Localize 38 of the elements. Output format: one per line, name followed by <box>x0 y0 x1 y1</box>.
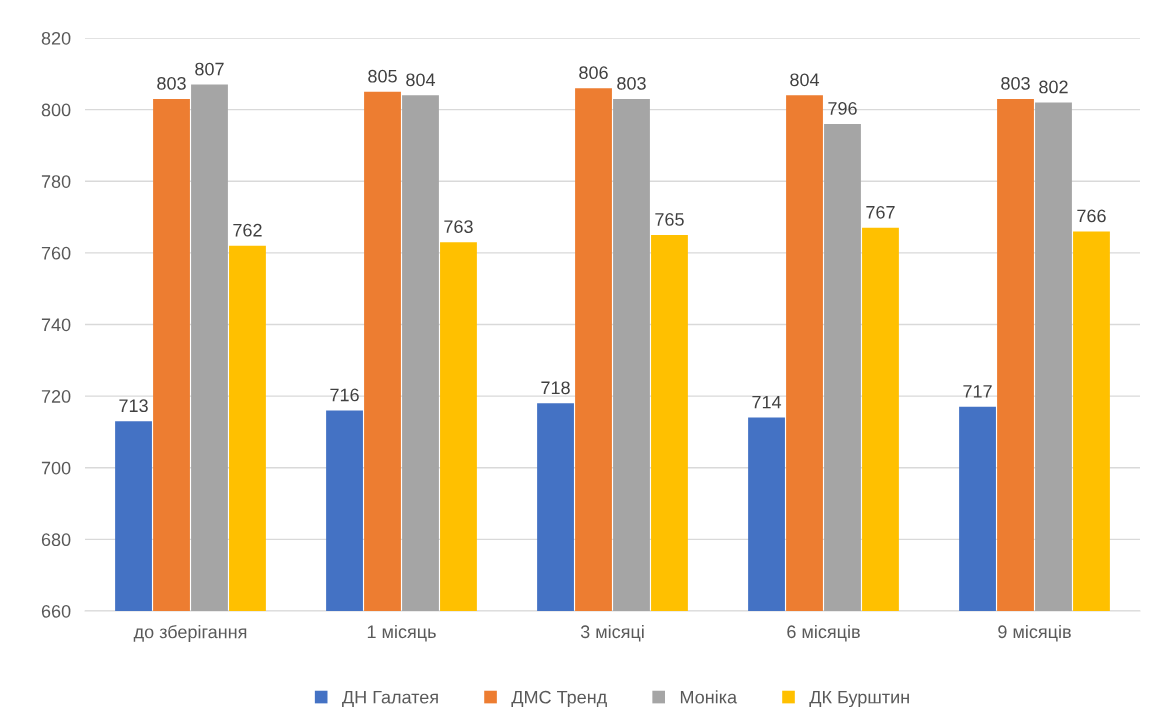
y-tick-label: 660 <box>41 604 71 618</box>
data-label: 805 <box>368 69 397 83</box>
y-tick-label: 760 <box>41 246 71 260</box>
data-label: 807 <box>195 62 224 76</box>
data-label: 803 <box>1001 76 1030 90</box>
x-tick-label: 3 місяці <box>580 624 644 642</box>
data-label: 717 <box>963 385 992 398</box>
data-label: 802 <box>1039 80 1068 94</box>
y-tick-label: 780 <box>41 175 71 188</box>
y-tick-label: 700 <box>41 461 71 475</box>
y-tick-label: 820 <box>41 31 71 45</box>
legend-label: ДМС Тренд <box>511 690 607 708</box>
data-label: 767 <box>866 205 895 219</box>
y-tick-label: 720 <box>41 390 71 403</box>
data-label: 803 <box>617 76 646 90</box>
data-label: 762 <box>233 223 262 237</box>
data-label: 718 <box>541 381 570 395</box>
data-label: 804 <box>790 73 820 87</box>
data-label: 714 <box>752 395 782 409</box>
data-label: 803 <box>157 76 186 90</box>
data-label: 713 <box>119 399 148 413</box>
data-label: 796 <box>828 102 857 115</box>
x-tick-label: до зберігання <box>133 624 247 642</box>
y-tick-label: 680 <box>41 533 71 547</box>
x-tick-label: 9 місяців <box>998 624 1071 642</box>
data-label: 763 <box>444 220 473 234</box>
x-tick-label: 6 місяців <box>787 624 860 642</box>
data-label: 766 <box>1077 209 1106 223</box>
legend-label: ДН Галатея <box>342 690 438 707</box>
y-tick-label: 800 <box>41 103 71 117</box>
data-label: 806 <box>579 66 608 80</box>
legend-label: Моніка <box>680 690 738 704</box>
y-tick-label: 740 <box>41 318 71 332</box>
data-label: 765 <box>655 213 684 226</box>
data-label: 804 <box>406 73 436 87</box>
x-tick-label: 1 місяць <box>367 624 436 642</box>
legend-label: ДК Бурштин <box>809 690 909 708</box>
data-label: 716 <box>330 388 359 402</box>
